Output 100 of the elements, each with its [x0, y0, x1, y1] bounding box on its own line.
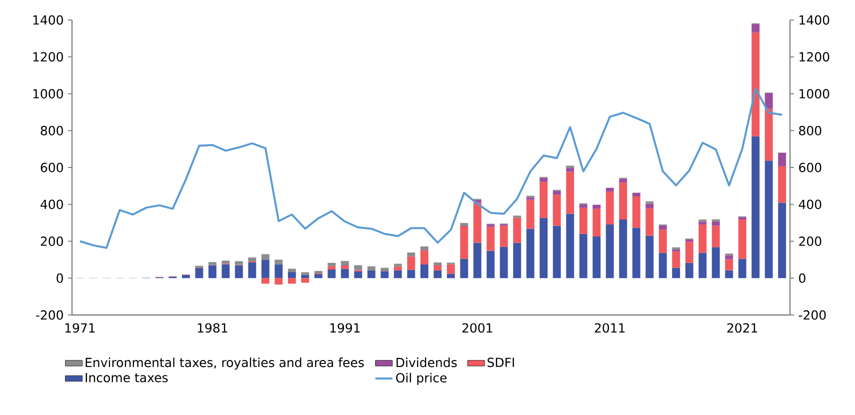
x-tick-label: 1991 [330, 323, 360, 333]
bar [725, 255, 734, 260]
bar [738, 258, 746, 278]
bar [394, 264, 402, 266]
y-tick-label: 600 [40, 162, 63, 172]
bar [540, 218, 548, 278]
bar [632, 196, 640, 228]
bar [752, 32, 760, 136]
bar [566, 168, 574, 172]
bar [407, 256, 416, 270]
bar [446, 264, 455, 274]
y2-tick-label: -200 [798, 310, 826, 320]
bar [208, 262, 216, 265]
bar [274, 264, 283, 278]
y2-tick-label: 0 [799, 273, 806, 283]
y-tick-label: 0 [56, 273, 63, 283]
bar [738, 219, 746, 259]
y2-tick-label: 200 [799, 236, 822, 246]
bar [685, 262, 694, 278]
bar [526, 200, 534, 229]
x-tick-label: 1981 [198, 323, 228, 333]
bar [340, 268, 349, 278]
y2-tick-label: 1200 [800, 52, 830, 62]
line-series [78, 88, 784, 249]
bar [500, 226, 508, 247]
bar [222, 264, 230, 278]
bar [208, 265, 216, 278]
x-tick-label: 1971 [65, 323, 95, 333]
bar [778, 202, 786, 278]
bar [420, 246, 428, 250]
bar [778, 152, 786, 166]
bar [367, 270, 376, 278]
y-tick-label: 200 [40, 236, 63, 246]
y-tick-label: 800 [40, 126, 63, 136]
bar [261, 260, 270, 278]
bar [314, 270, 322, 274]
bar [764, 93, 773, 109]
bar [579, 234, 588, 278]
bar [552, 226, 561, 278]
y2-tick-label: 1400 [800, 15, 830, 25]
bar [685, 239, 694, 242]
y2-tick-label: 800 [799, 126, 822, 136]
bar [486, 224, 495, 227]
bar [195, 268, 204, 278]
legend-label: Oil price [396, 372, 447, 385]
bar [500, 246, 508, 278]
bar [288, 272, 296, 278]
bar [288, 278, 296, 284]
bar [420, 264, 428, 278]
legend-label: Environmental taxes, royalties and area fees [86, 358, 364, 370]
bar [658, 229, 667, 253]
y2-tick-label: 600 [799, 162, 822, 172]
bar [301, 272, 310, 275]
bar [460, 258, 468, 278]
bar [725, 270, 734, 278]
bar [632, 228, 640, 278]
y-tick-label: 1200 [33, 52, 63, 62]
bar [672, 251, 680, 268]
y2-tick-label: 1000 [800, 89, 830, 98]
bar [646, 236, 654, 278]
bar [434, 262, 442, 266]
bar [646, 204, 654, 208]
y-tick-label: 400 [40, 200, 63, 210]
bar [712, 226, 720, 248]
bar [380, 268, 389, 272]
bar [486, 250, 495, 278]
bar [380, 271, 389, 278]
bar [698, 222, 707, 224]
bar [222, 260, 230, 264]
bar [540, 182, 548, 218]
bar [407, 270, 416, 278]
bar [248, 257, 256, 262]
bar [566, 172, 574, 214]
bar [646, 208, 654, 236]
bar [566, 166, 574, 168]
bar [420, 250, 428, 264]
bar [658, 252, 667, 278]
bar [698, 252, 707, 278]
bar [486, 226, 495, 251]
bar [340, 266, 349, 269]
bar [234, 265, 243, 278]
bar [619, 178, 628, 182]
x-tick-label: 2001 [462, 323, 492, 333]
legend-label: SDFI [488, 358, 514, 368]
bar [328, 262, 336, 266]
bar [752, 136, 760, 278]
bar [672, 268, 680, 278]
bar [473, 242, 482, 278]
bar [234, 261, 243, 265]
bar [658, 225, 667, 230]
bar [261, 278, 270, 284]
bar [434, 270, 442, 278]
bar [778, 166, 786, 203]
bar [552, 194, 561, 226]
bar [301, 278, 310, 283]
bar [764, 160, 773, 278]
bar [540, 178, 548, 182]
bar [446, 274, 455, 278]
bar [725, 259, 734, 270]
x-tick-label: 2011 [594, 323, 625, 333]
